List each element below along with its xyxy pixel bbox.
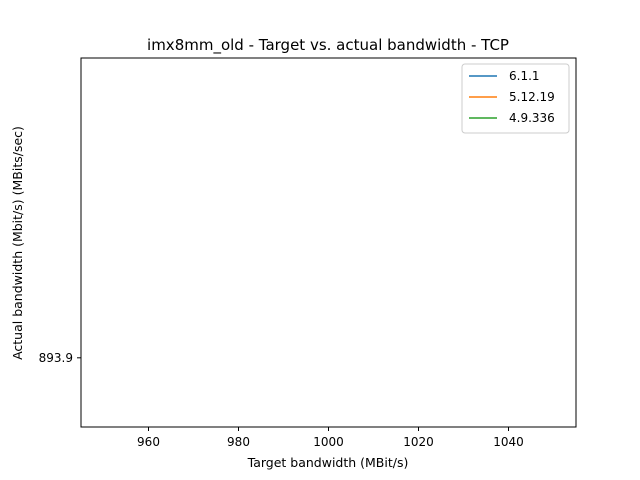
y-axis: 893.9 [39,351,81,365]
x-axis: 960 980 1000 1020 1040 [137,427,524,449]
x-tick-label: 1000 [313,435,344,449]
x-tick-label: 980 [227,435,250,449]
x-tick-label: 960 [137,435,160,449]
legend: 6.1.1 5.12.19 4.9.336 [461,63,570,134]
y-tick-label: 893.9 [39,351,73,365]
x-tick-label: 1020 [403,435,434,449]
y-axis-label: Actual bandwidth (Mbit/s) (MBits/sec) [10,126,25,360]
legend-label: 4.9.336 [509,111,555,125]
chart-title: imx8mm_old - Target vs. actual bandwidth… [147,36,509,55]
x-axis-label: Target bandwidth (MBit/s) [247,455,409,470]
legend-label: 5.12.19 [509,90,555,104]
x-tick-label: 1040 [493,435,524,449]
legend-label: 6.1.1 [509,69,540,83]
legend-box [461,63,570,134]
